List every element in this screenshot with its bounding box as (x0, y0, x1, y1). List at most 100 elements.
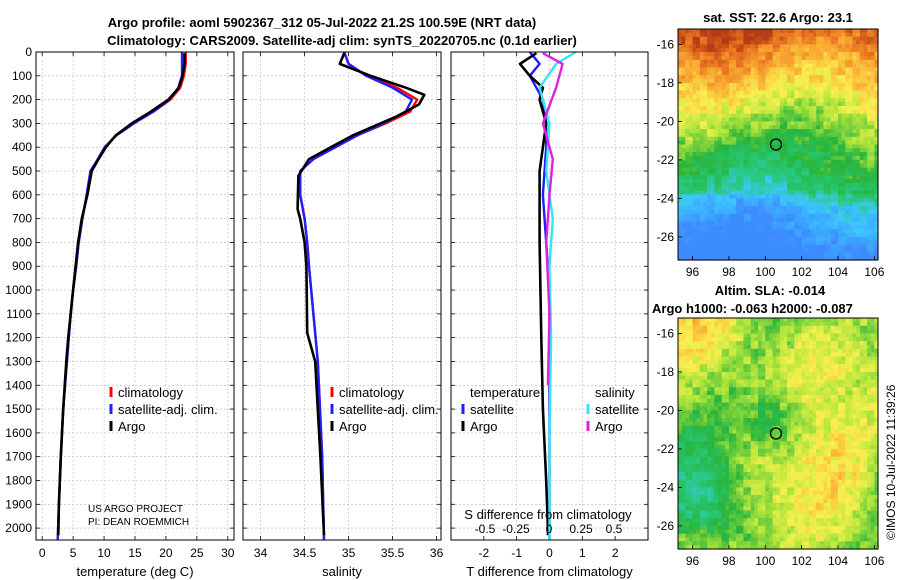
map-cell (714, 190, 719, 196)
map-cell (725, 387, 730, 392)
map-cell (812, 368, 817, 373)
map-cell (874, 344, 879, 350)
map-cell (725, 318, 730, 323)
map-cell (845, 391, 850, 396)
map-cell (699, 341, 705, 346)
map-cell (718, 102, 723, 107)
map-cell (863, 129, 868, 134)
map-cell (688, 98, 694, 103)
map-cell (838, 71, 843, 76)
map-cell (732, 198, 737, 203)
map-cell (816, 341, 821, 346)
map-cell (721, 225, 726, 230)
map-cell (808, 395, 814, 400)
map-cell (838, 163, 843, 169)
map-cell (707, 52, 712, 57)
map-cell (816, 132, 821, 138)
map-cell (681, 236, 686, 242)
map-cell (779, 29, 785, 34)
map-cell (859, 106, 865, 111)
map-cell (801, 209, 806, 215)
map-cell (761, 395, 766, 400)
map-cell (816, 159, 821, 165)
map-cell (765, 129, 770, 134)
map-cell (768, 86, 774, 92)
map-cell (688, 55, 694, 61)
map-cell (874, 406, 879, 411)
map-cell (827, 402, 832, 408)
map-cell (696, 364, 701, 369)
map-cell (739, 240, 745, 246)
map-cell (867, 248, 872, 253)
map-cell (856, 402, 861, 408)
map-cell (747, 209, 752, 215)
map-cell (768, 175, 774, 180)
map-cell (732, 406, 737, 411)
map-cell (874, 159, 879, 165)
map-cell (834, 52, 839, 57)
map-cell (768, 156, 774, 161)
map-cell (743, 410, 748, 415)
map-cell (819, 364, 825, 369)
map-cell (783, 102, 788, 107)
map-cell (768, 375, 774, 381)
map-cell (845, 136, 850, 142)
map-cell (848, 348, 854, 354)
map-cell (681, 213, 686, 219)
map-cell (827, 395, 832, 400)
map-cell (841, 171, 846, 176)
map-cell (692, 167, 697, 173)
map-cell (827, 183, 832, 188)
map-cell (696, 329, 701, 334)
map-cell (845, 333, 850, 338)
map-cell (747, 395, 752, 400)
map-cell (856, 256, 861, 261)
map-cell (681, 59, 686, 65)
map-cell (787, 125, 792, 130)
map-cell (838, 348, 843, 354)
map-cell (859, 379, 865, 385)
map-cell (812, 202, 817, 207)
map-cell (707, 233, 712, 238)
map-cell (801, 79, 806, 84)
map-cell (754, 148, 759, 153)
map-cell (736, 206, 741, 211)
map-cell (790, 40, 795, 45)
map-cell (692, 29, 697, 34)
map-cell (841, 125, 846, 130)
map-cell (750, 375, 755, 381)
map-cell (790, 391, 795, 396)
map-cell (838, 383, 843, 388)
map-cell (787, 136, 792, 142)
map-cell (710, 140, 715, 146)
map-cell (819, 398, 825, 404)
map-cell (728, 209, 734, 215)
map-cell (732, 152, 737, 157)
map-cell (830, 179, 835, 184)
map-cell (790, 318, 795, 323)
map-cell (859, 121, 865, 126)
map-cell (779, 79, 785, 84)
map-cell (692, 179, 697, 184)
map-cell (867, 63, 872, 69)
map-cell (710, 391, 715, 396)
map-cell (827, 360, 832, 365)
map-cell (808, 344, 814, 350)
map-cell (678, 225, 683, 230)
map-cell (863, 163, 868, 169)
map-cell (692, 194, 697, 199)
map-cell (718, 163, 723, 169)
map-cell (874, 75, 879, 80)
map-cell (692, 217, 697, 223)
map-cell (798, 63, 803, 69)
map-cell (808, 236, 814, 242)
map-cell (870, 156, 875, 161)
map-cell (841, 102, 846, 107)
map-cell (787, 325, 792, 331)
map-cell (863, 102, 868, 107)
map-cell (772, 140, 777, 146)
map-cell (867, 90, 872, 96)
map-cell (845, 190, 850, 196)
map-cell (808, 44, 814, 49)
map-cell (692, 371, 697, 377)
